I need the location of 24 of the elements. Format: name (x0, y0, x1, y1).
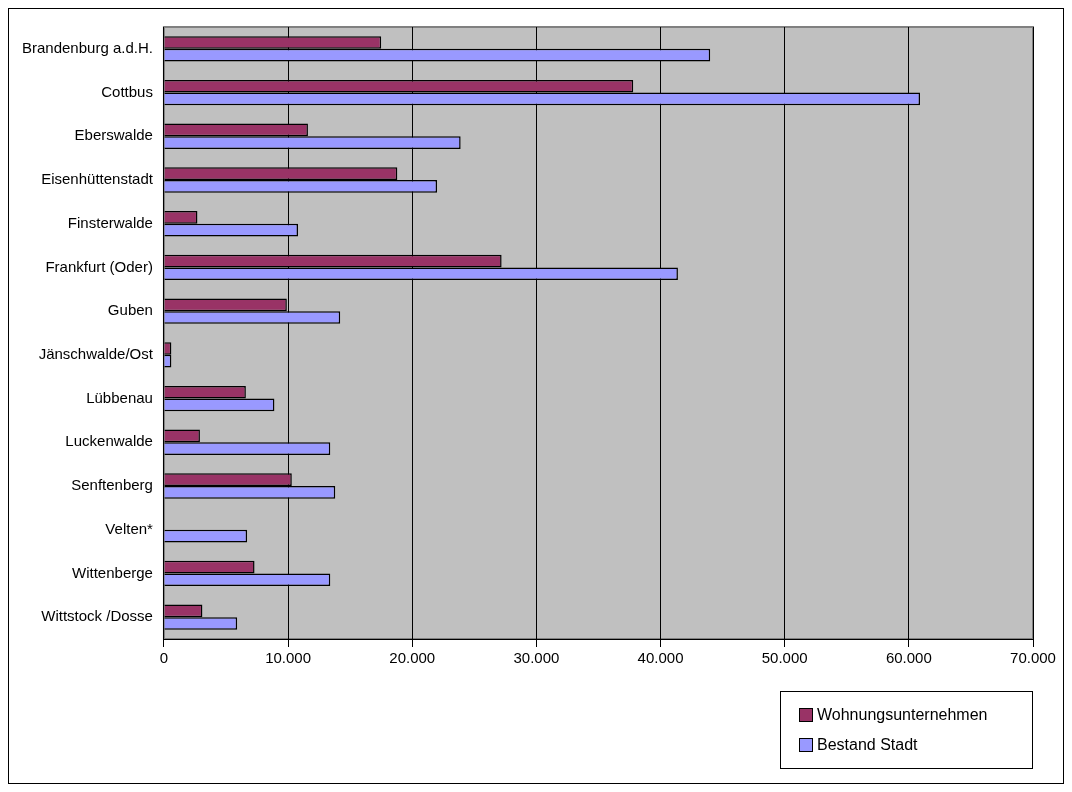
y-tick-label: Frankfurt (Oder) (45, 257, 153, 275)
x-tick-label: 40.000 (637, 649, 684, 667)
y-tick-label: Velten* (105, 519, 154, 537)
y-tick-label: Luckenwalde (65, 432, 153, 450)
y-tick-label: Eberswalde (74, 126, 153, 144)
y-tick-label: Guben (107, 301, 153, 319)
y-tick-label: Wittstock /Dosse (41, 607, 153, 625)
x-tick-label: 50.000 (761, 649, 808, 667)
x-tick-label: 10.000 (265, 649, 312, 667)
y-tick-label: Brandenburg a.d.H. (22, 39, 153, 56)
legend-label: Bestand Stadt (817, 735, 918, 755)
x-tick-label: 0 (159, 649, 169, 667)
legend-label: Wohnungsunternehmen (817, 705, 988, 725)
y-tick-label: Eisenhüttenstadt (41, 170, 154, 188)
y-tick-label: Wittenberge (72, 563, 153, 581)
x-tick-label: 70.000 (1010, 649, 1056, 667)
x-tick-label: 60.000 (885, 649, 932, 667)
y-tick-label: Finsterwalde (67, 213, 153, 231)
y-tick-label: Lübbenau (86, 388, 153, 406)
x-tick-label: 30.000 (513, 649, 560, 667)
x-tick-label: 20.000 (389, 649, 436, 667)
y-tick-label: Jänschwalde/Ost (38, 345, 154, 362)
y-tick-label: Senftenberg (71, 476, 153, 494)
y-tick-label: Cottbus (101, 82, 153, 100)
